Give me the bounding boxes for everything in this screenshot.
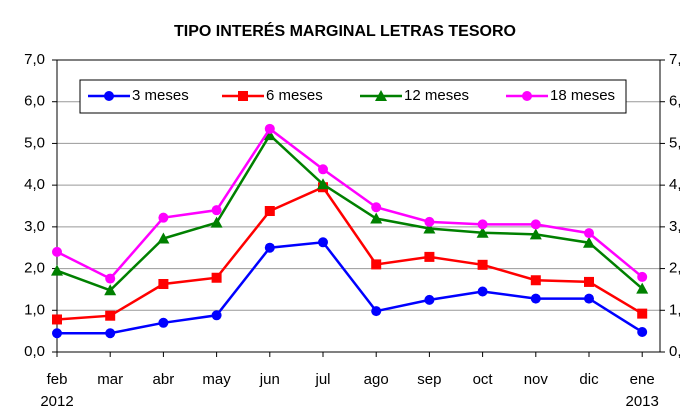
marker [264, 242, 275, 253]
x-tick-label: ago [364, 371, 389, 388]
x-tick-label: abr [153, 371, 175, 388]
marker [210, 216, 223, 228]
marker [158, 279, 169, 290]
legend-label: 18 meses [550, 87, 615, 104]
marker [424, 294, 435, 305]
x-tick-label: oct [473, 371, 494, 388]
series-line [56, 127, 643, 281]
marker [637, 326, 648, 337]
x-tick-label: mar [97, 371, 123, 388]
marker [104, 91, 114, 101]
y2-tick-label: 0,0 [669, 343, 680, 360]
marker [104, 284, 117, 296]
marker [583, 236, 595, 248]
x-tick-label: feb [47, 371, 68, 388]
marker [476, 226, 489, 238]
marker [318, 237, 328, 248]
y-tick-label: 5,0 [24, 134, 45, 151]
marker [157, 232, 170, 244]
marker [158, 317, 169, 328]
plot-area [56, 59, 661, 353]
y2-tick-label: 4,0 [669, 176, 680, 193]
legend-label: 12 meses [404, 87, 469, 104]
marker [584, 293, 594, 304]
x-tick-label: may [202, 371, 231, 388]
marker [211, 310, 222, 321]
marker [105, 310, 116, 321]
marker [52, 328, 62, 339]
marker [263, 129, 276, 141]
marker [52, 246, 62, 257]
y2-tick-label: 3,0 [669, 218, 680, 235]
marker [477, 219, 488, 230]
x-tick-label: sep [417, 371, 441, 388]
marker [238, 91, 248, 101]
marker [264, 123, 275, 134]
y-tick-label: 4,0 [24, 176, 45, 193]
marker [264, 206, 275, 217]
marker [211, 272, 222, 283]
marker [158, 212, 169, 223]
marker [637, 308, 648, 319]
marker [477, 286, 488, 297]
y-tick-label: 3,0 [24, 218, 45, 235]
marker [370, 212, 383, 224]
y2-tick-label: 5,0 [669, 134, 680, 151]
marker [522, 91, 532, 101]
marker [105, 328, 116, 339]
marker [530, 275, 541, 286]
marker [424, 216, 435, 227]
marker [530, 293, 541, 304]
marker [211, 205, 222, 216]
marker [371, 306, 382, 317]
y2-tick-label: 2,0 [669, 260, 680, 277]
marker [318, 164, 328, 175]
x-tick-label: ene [630, 371, 655, 388]
marker [52, 314, 62, 325]
x-tick-label: jun [259, 371, 280, 388]
y-tick-label: 2,0 [24, 260, 45, 277]
y-tick-label: 7,0 [24, 51, 45, 68]
marker [636, 282, 649, 294]
chart-title: TIPO INTERÉS MARGINAL LETRAS TESORO [174, 21, 516, 40]
marker [51, 264, 63, 276]
series-line [56, 133, 644, 292]
marker [371, 202, 382, 213]
x-tick-label: jul [314, 371, 330, 388]
x-tick-label: nov [524, 371, 549, 388]
marker [423, 222, 436, 234]
marker [317, 178, 329, 190]
marker [584, 228, 594, 239]
marker [371, 259, 382, 270]
marker [424, 251, 435, 262]
x-year-label: 2012 [40, 393, 73, 410]
y2-tick-label: 1,0 [669, 301, 680, 318]
marker [637, 271, 648, 282]
marker [477, 259, 488, 270]
legend-label: 6 meses [266, 87, 323, 104]
legend-label: 3 meses [132, 87, 189, 104]
y-tick-label: 6,0 [24, 93, 45, 110]
series-line [57, 240, 643, 335]
marker [530, 219, 541, 230]
marker [529, 228, 542, 240]
y2-tick-label: 7,0 [669, 51, 680, 68]
marker [584, 276, 594, 287]
marker [375, 90, 387, 101]
x-tick-label: dic [579, 371, 599, 388]
x-year-label: 2013 [626, 393, 659, 410]
series-line [56, 185, 643, 321]
marker [105, 273, 116, 284]
y-tick-label: 0,0 [24, 343, 45, 360]
y-tick-label: 1,0 [24, 301, 45, 318]
y2-tick-label: 6,0 [669, 93, 680, 110]
